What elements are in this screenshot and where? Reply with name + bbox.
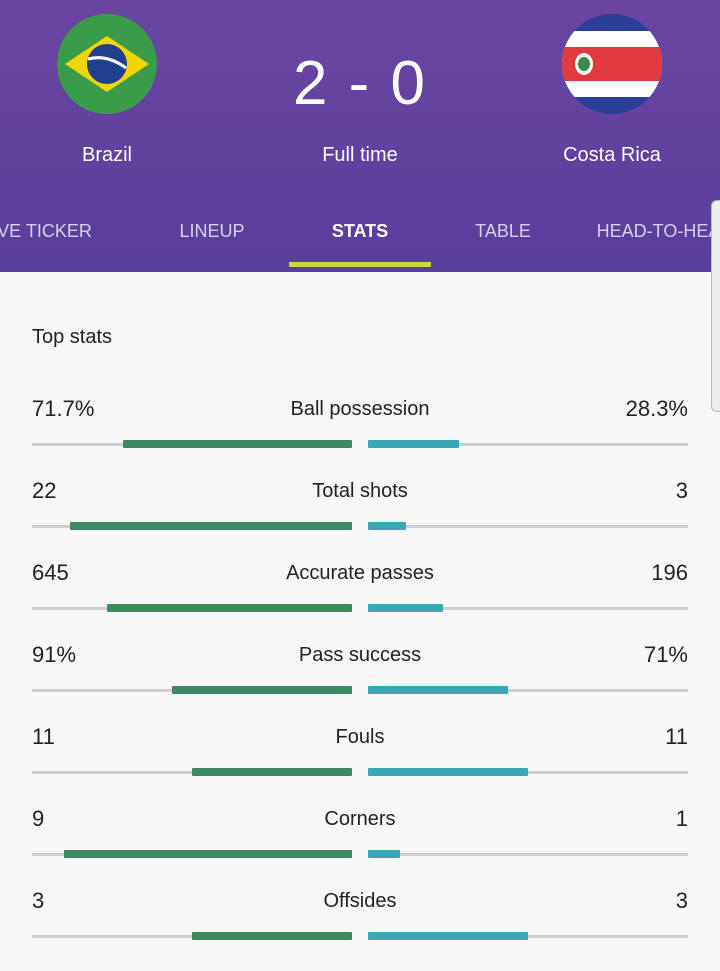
tab[interactable]: TABLE: [475, 221, 531, 241]
home-bar: [70, 522, 352, 530]
stat-name: Accurate passes: [286, 562, 434, 584]
away-bar: [368, 850, 400, 858]
away-value: 71%: [643, 642, 688, 667]
away-value: 1: [675, 806, 688, 831]
home-team: Brazil: [81, 144, 132, 166]
away-value: 196: [651, 560, 688, 585]
home-bar: [106, 604, 352, 612]
home-bar: [122, 440, 352, 448]
away-value: 11: [665, 724, 688, 749]
away-value: 3: [675, 888, 688, 913]
away-track: [368, 935, 688, 938]
home-bar: [192, 932, 352, 940]
away-value: 3: [675, 478, 688, 503]
home-value: 645: [32, 560, 69, 585]
scrollbar: [711, 200, 720, 412]
away-bar: [368, 768, 528, 776]
home-value: 3: [32, 888, 45, 913]
tab[interactable]: LIVE TICKER: [0, 221, 92, 241]
home-value: 22: [32, 478, 57, 503]
home-value: 11: [32, 724, 55, 749]
away-bar: [368, 932, 528, 940]
tab-indicator: [289, 262, 431, 267]
away-track: [368, 607, 688, 610]
home-bar: [172, 686, 352, 694]
score: 2 - 0: [292, 49, 428, 118]
away-team: Costa Rica: [563, 144, 661, 166]
section-title: Top stats: [32, 326, 113, 348]
match-header: Brazil 2 - 0 Full time Costa Rica LIVE T…: [0, 0, 720, 272]
away-flag: [562, 14, 662, 114]
away-track: [368, 771, 688, 774]
home-value: 71.7%: [32, 396, 95, 421]
stat-name: Fouls: [335, 726, 385, 748]
away-track: [368, 525, 688, 528]
away-bar: [368, 522, 407, 530]
tab[interactable]: STATS: [331, 221, 389, 241]
home-flag: [57, 14, 157, 114]
stat-name: Corners: [324, 808, 396, 830]
away-track: [368, 689, 688, 692]
tab[interactable]: LINEUP: [179, 221, 245, 241]
home-bar: [192, 768, 352, 776]
stat-name: Pass success: [298, 644, 422, 666]
match-status: Full time: [322, 144, 398, 166]
home-bar: [64, 850, 352, 858]
away-track: [368, 853, 688, 856]
away-track: [368, 443, 688, 446]
away-bar: [368, 604, 443, 612]
stat-name: Ball possession: [290, 398, 430, 420]
away-bar: [368, 686, 509, 694]
stat-name: Total shots: [312, 480, 408, 502]
stat-name: Offsides: [323, 890, 397, 912]
tab[interactable]: HEAD-TO-HEAD: [596, 221, 720, 241]
home-value: 91%: [32, 642, 77, 667]
away-value: 28.3%: [625, 396, 688, 421]
away-bar: [368, 440, 459, 448]
home-value: 9: [32, 806, 45, 831]
